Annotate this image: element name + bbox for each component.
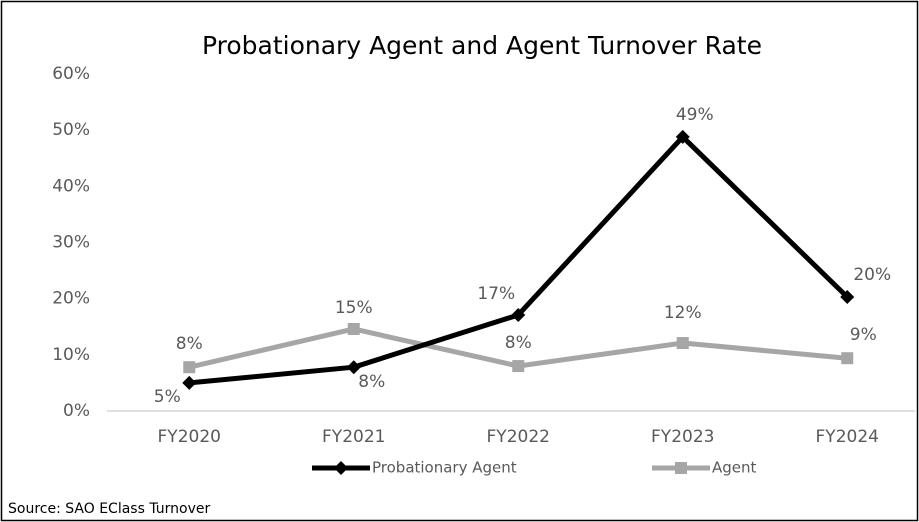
legend-label: Probationary Agent [372,459,517,477]
data-label: 12% [664,303,702,323]
y-tick-label: 0% [63,401,90,421]
data-point [511,307,526,322]
y-tick-label: 40% [52,176,90,196]
data-point [675,129,690,144]
data-point [512,360,525,373]
chart-title: Probationary Agent and Agent Turnover Ra… [202,31,762,60]
data-point [183,361,196,374]
x-tick-label: FY2021 [322,427,385,447]
data-label: 8% [176,334,203,354]
y-tick-label: 60% [52,64,90,84]
data-point [840,289,855,304]
x-tick-label: FY2020 [158,427,221,447]
x-tick-label: FY2023 [651,427,714,447]
data-label: 5% [154,387,181,407]
data-label: 15% [335,298,373,318]
x-tick-label: FY2022 [487,427,550,447]
data-point [346,360,361,375]
data-label: 9% [850,325,877,345]
y-tick-label: 30% [52,233,90,253]
data-label: 49% [676,105,714,125]
data-point [347,322,360,335]
data-point [676,337,689,350]
y-tick-label: 50% [52,120,90,140]
legend-marker [334,461,348,475]
legend-label: Agent [712,459,757,477]
y-tick-label: 10% [52,345,90,365]
data-label: 17% [477,284,515,304]
data-label: 8% [505,333,532,353]
legend-marker [675,462,687,474]
source-note: Source: SAO EClass Turnover [8,501,210,517]
data-point [182,375,197,390]
x-tick-label: FY2024 [816,427,879,447]
y-tick-label: 20% [52,289,90,309]
data-point [841,352,854,365]
data-label: 20% [853,265,891,285]
data-label: 8% [358,372,385,392]
